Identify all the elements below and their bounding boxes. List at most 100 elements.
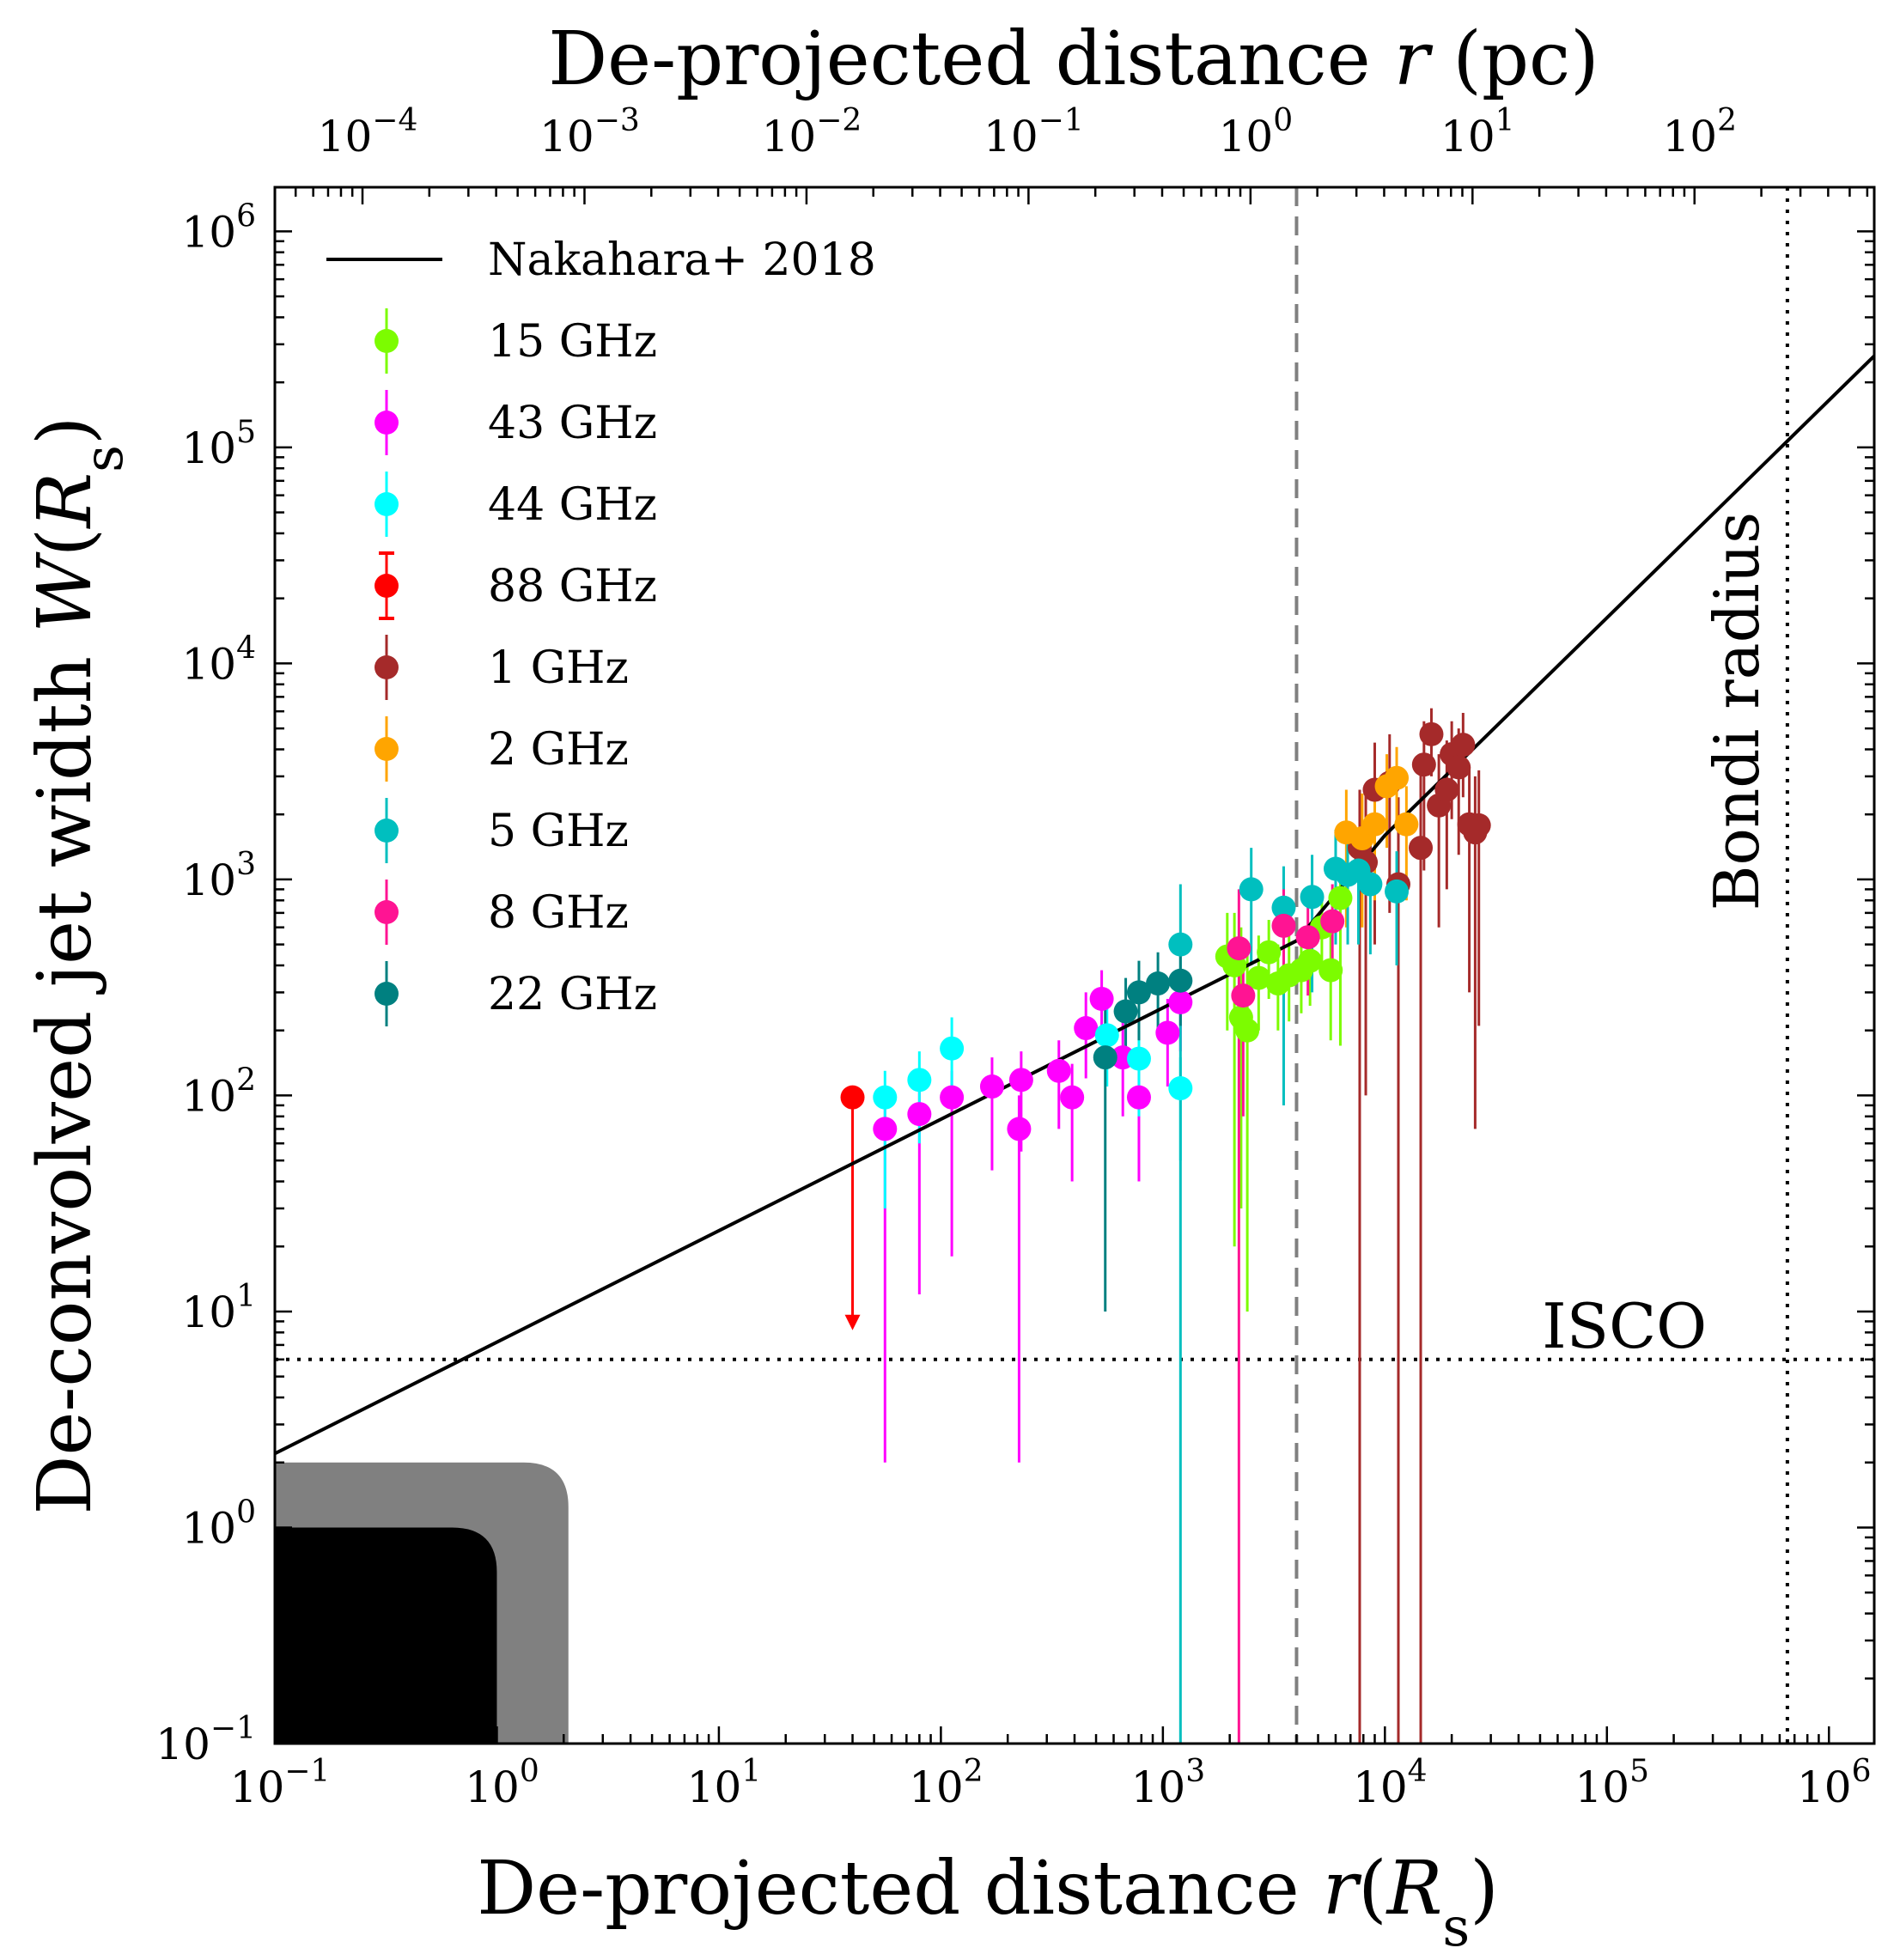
legend-marker bbox=[375, 900, 399, 924]
y-tick-label: 104 bbox=[181, 630, 256, 689]
point-44ghz-3 bbox=[1094, 1023, 1119, 1048]
point-43ghz-2 bbox=[940, 1085, 965, 1110]
y-tick-label: 106 bbox=[181, 198, 256, 257]
y-tick-label: 10−1 bbox=[155, 1711, 256, 1769]
point-5ghz-0 bbox=[1168, 932, 1193, 957]
point-5ghz-7 bbox=[1358, 872, 1383, 897]
x-tick-label: 101 bbox=[687, 1754, 762, 1812]
point-22ghz-2 bbox=[1126, 980, 1151, 1005]
legend-marker bbox=[375, 574, 399, 598]
point-15ghz-5 bbox=[1257, 940, 1282, 965]
point-43ghz-0 bbox=[873, 1117, 898, 1141]
point-44ghz-4 bbox=[1126, 1046, 1151, 1071]
legend-label: 8 GHz bbox=[488, 887, 629, 939]
point-15ghz-3 bbox=[1235, 1018, 1260, 1043]
y-tick-label: 105 bbox=[181, 415, 256, 473]
point-43ghz-6 bbox=[1046, 1058, 1071, 1083]
legend-marker bbox=[375, 737, 399, 761]
legend-marker bbox=[375, 982, 399, 1006]
point-8ghz-2 bbox=[1271, 913, 1296, 938]
legend-marker bbox=[375, 819, 399, 843]
x-tick-label: 102 bbox=[909, 1754, 983, 1812]
point-5ghz-8 bbox=[1385, 879, 1410, 904]
top-x-tick-label: 101 bbox=[1440, 103, 1515, 161]
point-8ghz-0 bbox=[1227, 936, 1251, 961]
point-8ghz-1 bbox=[1231, 983, 1256, 1008]
point-43ghz-13 bbox=[1168, 989, 1193, 1014]
legend-label: 22 GHz bbox=[488, 969, 657, 1020]
point-22ghz-0 bbox=[1093, 1045, 1117, 1070]
point-43ghz-9 bbox=[1089, 986, 1114, 1011]
point-8ghz-4 bbox=[1320, 909, 1345, 934]
shaded-region-2 bbox=[275, 1527, 497, 1744]
error-bars bbox=[844, 708, 1481, 1744]
point-8ghz-3 bbox=[1295, 925, 1320, 950]
point-5ghz-3 bbox=[1300, 885, 1325, 910]
point-15ghz-9 bbox=[1298, 948, 1323, 973]
point-1ghz-11 bbox=[1446, 755, 1471, 780]
legend-label: Nakahara+ 2018 bbox=[488, 234, 876, 286]
upper-limit-arrowhead-88ghz bbox=[844, 1314, 861, 1330]
point-43ghz-8 bbox=[1074, 1016, 1099, 1041]
point-22ghz-3 bbox=[1146, 971, 1171, 996]
point-22ghz-4 bbox=[1168, 968, 1193, 993]
x-tick-label: 100 bbox=[465, 1754, 539, 1812]
legend-marker bbox=[375, 329, 399, 353]
legend: Nakahara+ 2018 15 GHz 43 GHz 44 GHz 88 GHz 1 … bbox=[326, 234, 876, 1026]
annotations: ISCO Bondi radius bbox=[1542, 512, 1773, 1362]
y-tick-label: 100 bbox=[181, 1494, 256, 1553]
legend-label: 5 GHz bbox=[488, 806, 629, 857]
data-points bbox=[840, 721, 1491, 1141]
top-x-tick-label: 102 bbox=[1662, 103, 1737, 161]
y-tick-label: 103 bbox=[181, 847, 256, 905]
y-tick-label: 101 bbox=[181, 1279, 256, 1337]
legend-marker bbox=[375, 492, 399, 516]
legend-marker bbox=[375, 411, 399, 435]
point-15ghz-11 bbox=[1318, 958, 1343, 983]
legend-label: 88 GHz bbox=[488, 561, 657, 612]
top-x-tick-label: 100 bbox=[1219, 103, 1294, 161]
legend-label: 1 GHz bbox=[488, 642, 629, 694]
point-1ghz-15 bbox=[1466, 813, 1491, 837]
legend-label: 2 GHz bbox=[488, 724, 629, 776]
point-1ghz-6 bbox=[1411, 752, 1436, 777]
bondi-radius-label: Bondi radius bbox=[1701, 512, 1773, 910]
point-43ghz-4 bbox=[1007, 1117, 1032, 1141]
point-1ghz-7 bbox=[1419, 721, 1444, 746]
point-5ghz-2 bbox=[1271, 895, 1296, 920]
point-15ghz-12 bbox=[1328, 886, 1353, 910]
point-2ghz-5 bbox=[1394, 812, 1419, 837]
legend-label: 15 GHz bbox=[488, 316, 657, 368]
isco-label: ISCO bbox=[1542, 1290, 1707, 1362]
point-22ghz-1 bbox=[1113, 999, 1138, 1024]
x-tick-label: 105 bbox=[1575, 1754, 1650, 1812]
point-43ghz-7 bbox=[1060, 1085, 1085, 1110]
point-44ghz-0 bbox=[873, 1085, 898, 1110]
shaded-regions bbox=[275, 1462, 569, 1744]
top-x-tick-label: 10−1 bbox=[983, 103, 1084, 161]
point-88ghz-0 bbox=[840, 1085, 865, 1110]
point-43ghz-5 bbox=[1008, 1068, 1033, 1093]
x-tick-label: 10−1 bbox=[230, 1754, 331, 1812]
tick-labels: 10−1 100 101 102 103 104 105 106 10−1 100 101 102 10… bbox=[155, 103, 1871, 1812]
legend-label: 44 GHz bbox=[488, 479, 657, 531]
legend-marker bbox=[375, 655, 399, 679]
top-x-axis-title: De-projected distance r (pc) bbox=[548, 16, 1599, 102]
point-43ghz-1 bbox=[907, 1102, 932, 1127]
legend-label: 43 GHz bbox=[488, 398, 657, 449]
top-x-tick-label: 10−2 bbox=[762, 103, 862, 161]
x-tick-label: 103 bbox=[1131, 1754, 1206, 1812]
point-44ghz-1 bbox=[907, 1068, 932, 1093]
point-1ghz-9 bbox=[1434, 777, 1459, 802]
y-tick-label: 102 bbox=[181, 1062, 256, 1121]
x-tick-label: 104 bbox=[1353, 1754, 1428, 1812]
point-44ghz-2 bbox=[940, 1036, 965, 1061]
x-tick-label: 106 bbox=[1797, 1754, 1872, 1812]
x-axis-title: De-projected distance r(Rs) bbox=[477, 1846, 1499, 1958]
point-43ghz-3 bbox=[979, 1074, 1004, 1099]
top-x-tick-label: 10−3 bbox=[539, 103, 640, 161]
point-43ghz-11 bbox=[1126, 1085, 1151, 1110]
y-axis-title: De-convolved jet width W(Rs) bbox=[22, 416, 135, 1514]
point-2ghz-4 bbox=[1385, 765, 1410, 790]
